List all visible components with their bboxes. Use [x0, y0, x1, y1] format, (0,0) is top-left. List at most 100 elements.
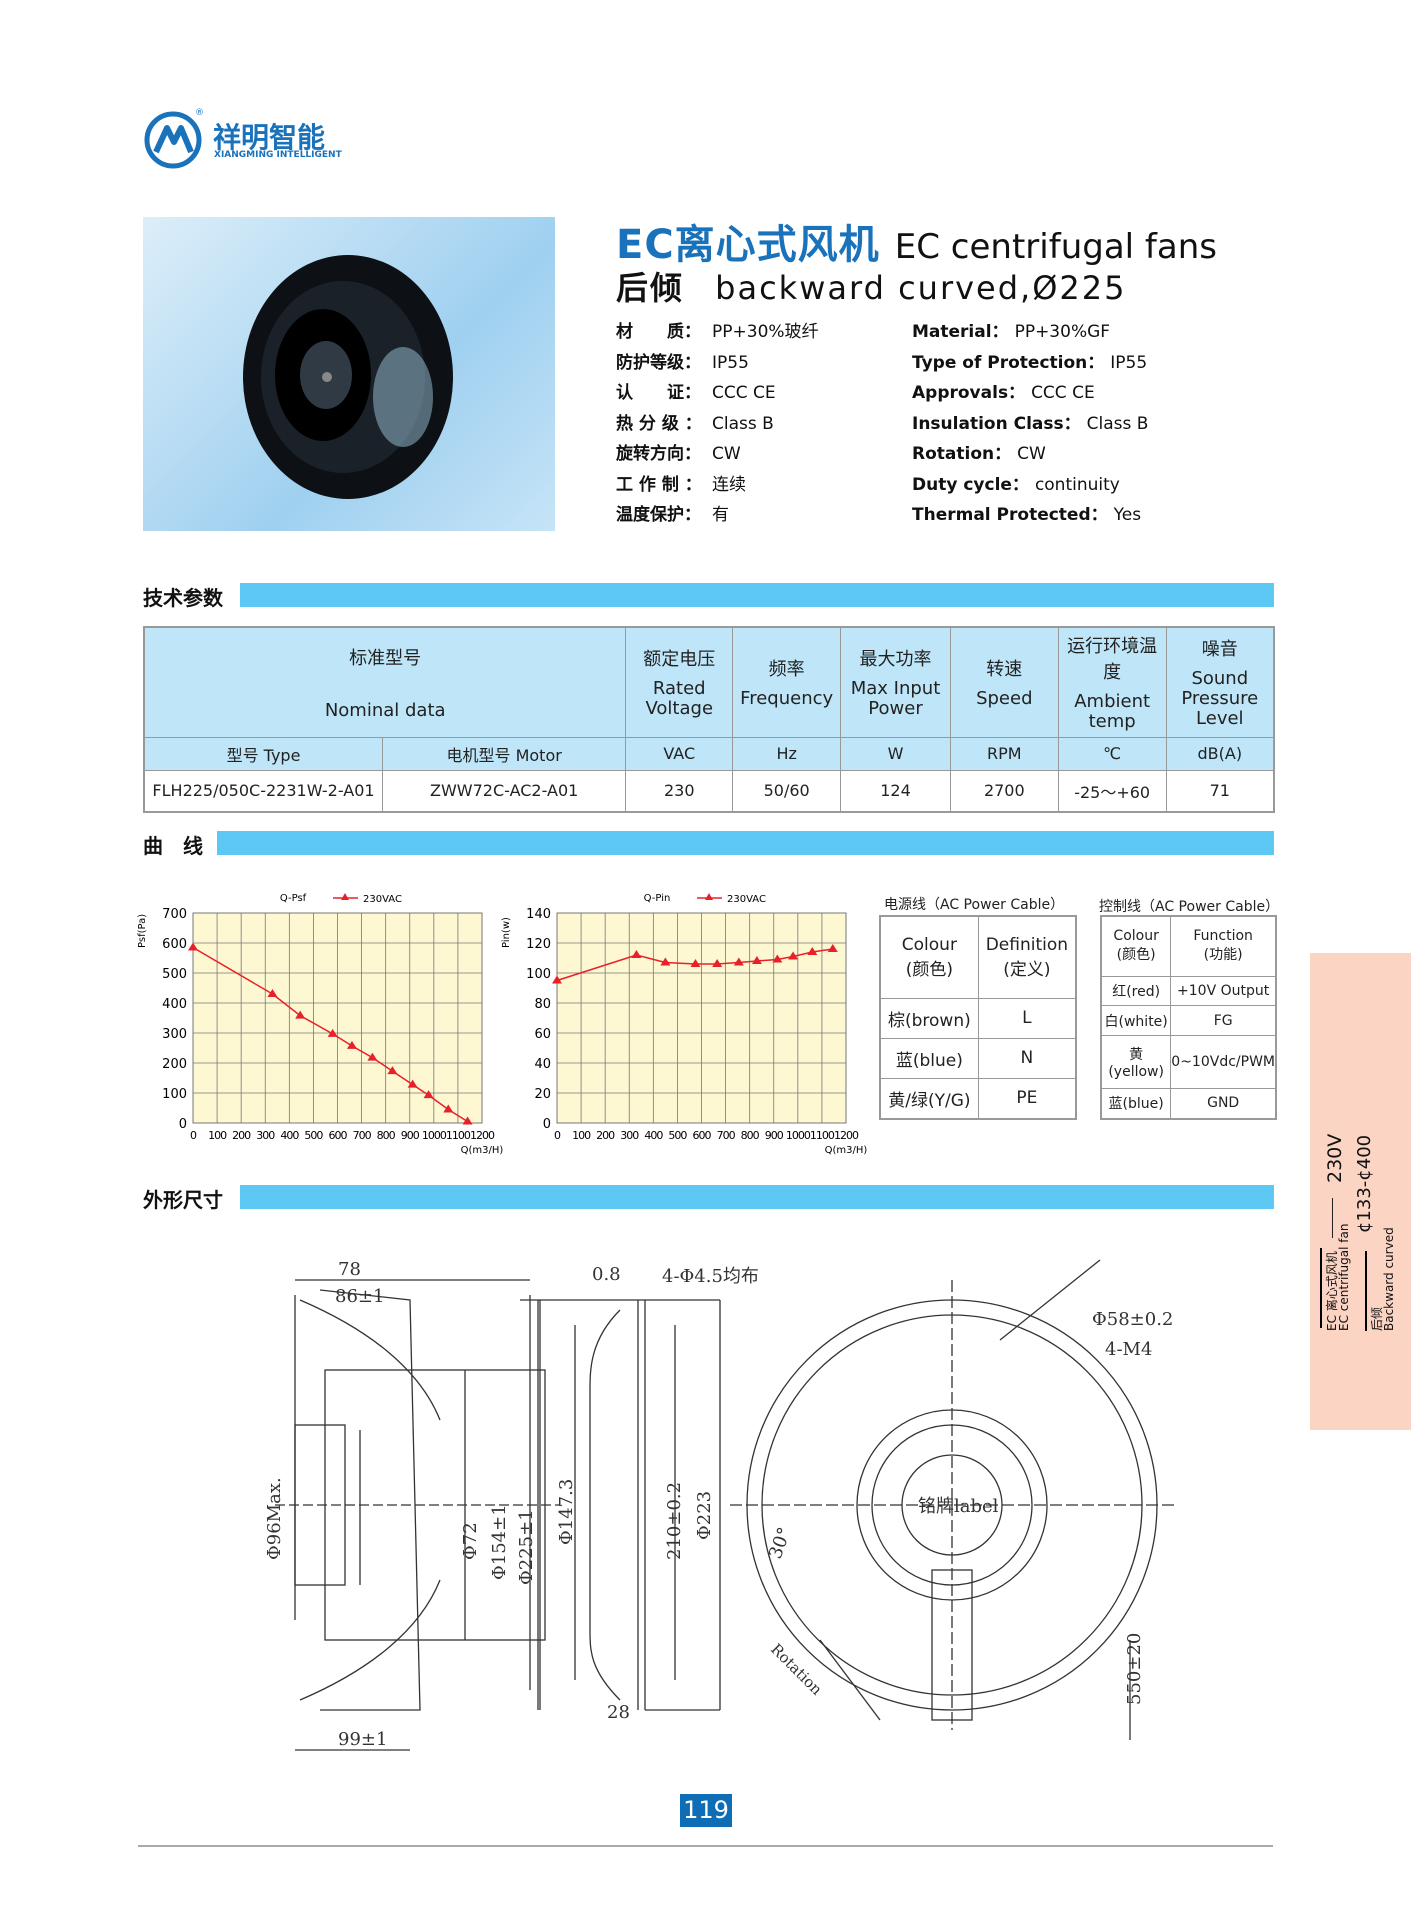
side-tab: 230V ¢133-¢400 EC 离心式风机 EC centrifugal f…	[1310, 953, 1411, 1430]
data-point	[631, 950, 642, 958]
data-point	[827, 944, 838, 952]
table-cell: FLH225/050C-2231W-2-A01	[143, 769, 383, 813]
data-point	[367, 1052, 378, 1061]
y-axis-label: Pin(w)	[501, 917, 512, 948]
column-header: 转速 Speed	[949, 626, 1059, 738]
data-point	[690, 959, 701, 967]
svg-text:4-M4: 4-M4	[1105, 1339, 1152, 1360]
specs-cn: 材 质： PP+30%玻纤 防护等级： IP55 认 证： CCC CE 热 分 级 ： Cl…	[616, 317, 819, 531]
table-cell: 124	[840, 769, 951, 813]
product-title: EC离心式风机 EC centrifugal fans	[616, 222, 1217, 268]
table-cell: 230	[625, 769, 734, 813]
y-tick-label: 20	[534, 1087, 551, 1102]
data-point	[267, 989, 278, 997]
chart-0: 0 100 200 300 400 500 600 700 800 900 1000 1100 1200…	[137, 893, 503, 1156]
x-tick-label: 400	[644, 1129, 663, 1142]
legend-marker	[705, 893, 713, 900]
table-row: 蓝(blue) N	[879, 1037, 1077, 1079]
table-cell: -25～+60	[1057, 769, 1167, 813]
data-point	[443, 1104, 454, 1113]
x-tick-label: 600	[329, 1129, 348, 1142]
x-tick-label: 0	[190, 1129, 197, 1142]
unit-header: W	[840, 736, 951, 771]
x-tick-label: 700	[717, 1129, 736, 1142]
unit-header: VAC	[625, 736, 734, 771]
spec-row: 认 证： CCC CE	[616, 383, 776, 403]
svg-text:4-Φ4.5均布: 4-Φ4.5均布	[662, 1266, 759, 1287]
x-tick-label: 100	[572, 1129, 591, 1142]
x-axis-label: Q(m3/H)	[461, 1145, 504, 1156]
svg-text:30°: 30°	[765, 1525, 796, 1562]
column-header: Colour (颜色)	[879, 915, 979, 999]
x-tick-label: 1200	[470, 1129, 495, 1142]
spec-row: Material： PP+30%GF	[912, 322, 1111, 342]
svg-text:Φ223: Φ223	[694, 1491, 715, 1540]
data-point	[807, 947, 818, 955]
x-tick-label: 1000	[786, 1129, 811, 1142]
column-header: 额定电压 Rated Voltage	[625, 626, 734, 738]
x-tick-label: 900	[765, 1129, 784, 1142]
unit-header: dB(A)	[1165, 736, 1275, 771]
power-cable-title: 电源线（AC Power Cable）	[884, 897, 1065, 913]
column-header: 最大功率 Max Input Power	[840, 626, 951, 738]
specs-en: Material： PP+30%GF Type of Protection： IP55…	[912, 317, 1148, 531]
spec-row: Thermal Protected： Yes	[912, 505, 1142, 525]
spec-row: Approvals： CCC CE	[912, 383, 1095, 403]
y-tick-label: 200	[162, 1057, 187, 1072]
legend-label: 230VAC	[727, 894, 766, 905]
x-tick-label: 800	[377, 1129, 396, 1142]
data-point	[462, 1116, 473, 1125]
x-tick-label: 300	[256, 1129, 275, 1142]
product-subtitle: 后倾 backward curved,Ø225	[616, 269, 1127, 307]
chart-title: Q-Pin	[644, 893, 671, 904]
spec-row: 温度保护：有	[616, 505, 729, 525]
column-header: 噪音 Sound Pressure Level	[1165, 626, 1275, 738]
legend-label: 230VAC	[363, 894, 402, 905]
data-point	[327, 1028, 338, 1037]
chart-1: 0 100 200 300 400 500 600 700 800 900 1000 1100 1200…	[501, 893, 867, 1156]
logo: ® 祥明智能 XIANGMING INTELLIGENT	[143, 108, 353, 170]
unit-header: RPM	[949, 736, 1059, 771]
data-point	[387, 1066, 398, 1075]
data-point	[188, 942, 198, 951]
data-point	[712, 959, 723, 967]
svg-text:Φ225±1: Φ225±1	[516, 1509, 537, 1585]
spec-row: Insulation Class： Class B	[912, 413, 1149, 434]
table-cell: ZWW72C-AC2-A01	[381, 769, 627, 813]
dimension-drawings: 78 86±1 99±1 Φ96Max. Φ72 Φ154±1 Φ225±1 0…	[264, 1259, 1175, 1751]
performance-charts: 0 100 200 300 400 500 600 700 800 900 1000 1100 1200…	[137, 893, 867, 1156]
footer-divider	[138, 1845, 1273, 1847]
data-point	[751, 956, 762, 964]
y-tick-label: 80	[534, 997, 551, 1012]
dash	[1332, 1198, 1333, 1238]
y-tick-label: 400	[162, 997, 187, 1012]
table-cell: 71	[1165, 769, 1275, 813]
y-tick-label: 140	[526, 907, 551, 922]
y-tick-label: 100	[526, 967, 551, 982]
column-header: Colour (颜色)	[1100, 915, 1172, 977]
power-cable-table: Colour (颜色) Definition (定义) 棕(brown) L 蓝(blue)…	[879, 915, 1077, 1120]
control-cable-title: 控制线（AC Power Cable）	[1099, 899, 1280, 915]
y-tick-label: 0	[179, 1117, 187, 1132]
section-bar	[240, 1185, 1274, 1209]
y-tick-label: 0	[543, 1117, 551, 1132]
data-point	[407, 1079, 418, 1088]
unit-header: Hz	[732, 736, 842, 771]
svg-text:Rotation: Rotation	[767, 1640, 826, 1699]
data-point	[346, 1040, 357, 1049]
x-tick-label: 1100	[810, 1129, 835, 1142]
y-tick-label: 300	[162, 1027, 187, 1042]
data-point	[423, 1090, 434, 1099]
x-tick-label: 900	[401, 1129, 420, 1142]
x-tick-label: 200	[596, 1129, 615, 1142]
y-tick-label: 60	[534, 1027, 551, 1042]
svg-text:0.8: 0.8	[592, 1264, 621, 1285]
data-point	[552, 975, 562, 984]
x-tick-label: 200	[232, 1129, 251, 1142]
svg-text:99±1: 99±1	[338, 1729, 387, 1750]
spec-row: 热 分 级 ： Class B	[616, 413, 774, 434]
spec-row: 防护等级： IP55	[616, 352, 749, 373]
x-tick-label: 800	[741, 1129, 760, 1142]
x-tick-label: 1100	[446, 1129, 471, 1142]
x-axis-label: Q(m3/H)	[825, 1145, 868, 1156]
